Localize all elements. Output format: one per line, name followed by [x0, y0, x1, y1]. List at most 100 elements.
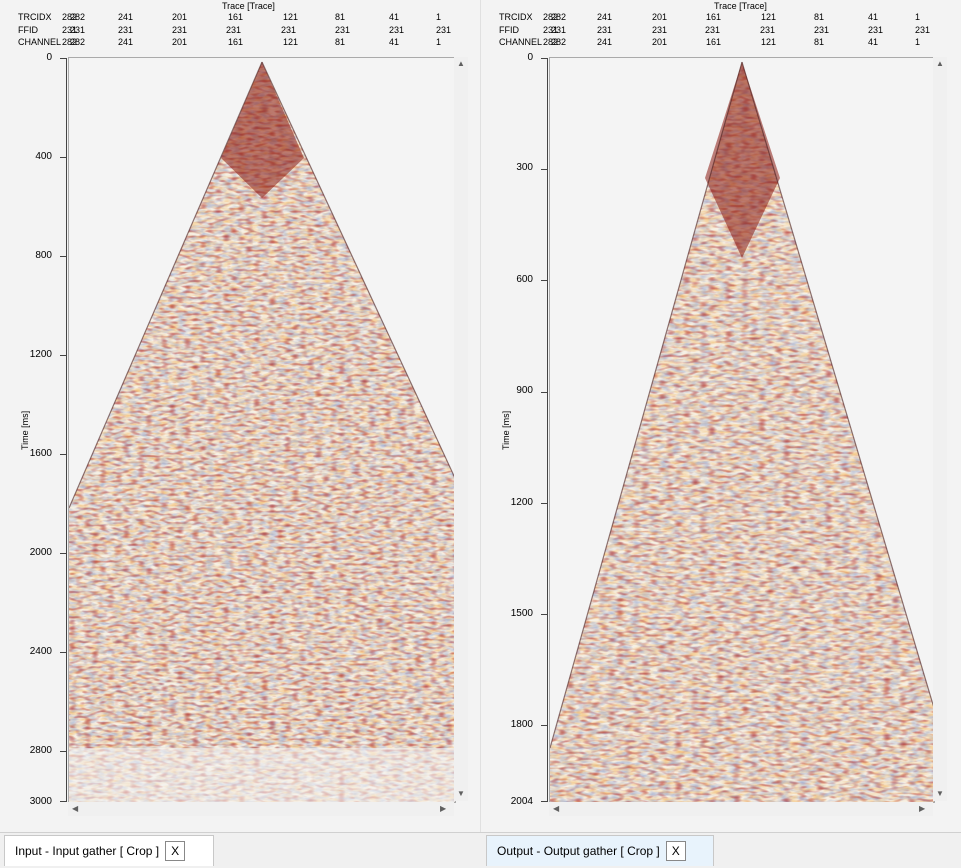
seismic-section-input[interactable] — [68, 57, 456, 803]
scroll-down-icon[interactable]: ▼ — [457, 789, 465, 798]
time-tick-label: 400 — [35, 151, 52, 162]
scroll-down-icon[interactable]: ▼ — [936, 789, 944, 798]
header-value: 41 — [868, 12, 879, 22]
horizontal-scrollbar[interactable]: ◀ ▶ — [68, 802, 454, 816]
tab-input-gather[interactable]: Input - Input gather [ Crop ] X — [4, 835, 214, 866]
header-label-trcidx: TRCIDX — [499, 12, 533, 22]
time-tick — [60, 256, 67, 257]
time-tick-label: 2000 — [29, 547, 52, 558]
horizontal-scrollbar[interactable]: ◀ ▶ — [549, 802, 933, 816]
header-value: 81 — [814, 12, 825, 22]
header-value: 41 — [389, 12, 400, 22]
header-value: 282 — [543, 12, 559, 22]
header-value: 161 — [228, 37, 244, 47]
time-tick-label: 2800 — [29, 745, 52, 756]
scroll-left-icon[interactable]: ◀ — [72, 804, 79, 813]
header-value: 231 — [226, 25, 242, 35]
time-tick — [60, 801, 67, 802]
time-tick-label: 600 — [516, 274, 533, 285]
seismic-section-output[interactable] — [549, 57, 935, 803]
close-icon[interactable]: X — [665, 841, 686, 861]
header-value: 231 — [389, 25, 405, 35]
header-value: 1 — [436, 12, 442, 22]
time-tick-label: 2004 — [510, 796, 533, 807]
header-value: 282 — [70, 12, 86, 22]
header-value: 282 — [62, 12, 78, 22]
time-tick — [541, 392, 548, 393]
time-tick — [60, 58, 67, 59]
header-value: 231 — [705, 25, 721, 35]
time-axis — [66, 58, 67, 802]
time-tick-label: 300 — [516, 162, 533, 173]
time-tick-label: 0 — [46, 52, 52, 63]
time-tick — [541, 58, 548, 59]
time-tick — [60, 157, 67, 158]
scroll-right-icon[interactable]: ▶ — [440, 804, 447, 813]
header-label-ffid: FFID — [18, 25, 38, 35]
header-value: 201 — [652, 12, 668, 22]
scroll-up-icon[interactable]: ▲ — [936, 59, 944, 68]
trace-axis-title: Trace [Trace] — [714, 1, 767, 11]
header-value: 161 — [706, 37, 722, 47]
header-value: 121 — [761, 37, 777, 47]
header-value: 231 — [814, 25, 830, 35]
time-tick-label: 1600 — [29, 448, 52, 459]
time-tick — [541, 725, 548, 726]
header-label-ffid: FFID — [499, 25, 519, 35]
header-value: 282 — [543, 37, 559, 47]
time-tick-label: 1800 — [510, 719, 533, 730]
header-value: 282 — [551, 37, 567, 47]
header-value: 81 — [335, 37, 346, 47]
time-axis-label: Time [ms] — [20, 410, 30, 450]
scroll-left-icon[interactable]: ◀ — [553, 804, 560, 813]
input-gather-panel: Trace [Trace] TRCIDX FFID CHANNEL 282 28… — [0, 0, 480, 832]
header-value: 201 — [172, 12, 188, 22]
header-value: 231 — [62, 25, 78, 35]
header-value: 231 — [652, 25, 668, 35]
header-value: 231 — [868, 25, 884, 35]
time-tick — [541, 614, 548, 615]
header-value: 81 — [814, 37, 825, 47]
header-value: 231 — [335, 25, 351, 35]
time-axis-label: Time [ms] — [501, 410, 511, 450]
header-label-trcidx: TRCIDX — [18, 12, 52, 22]
header-value: 241 — [118, 37, 134, 47]
time-tick — [541, 169, 548, 170]
header-label-channel: CHANNEL — [18, 37, 62, 47]
tab-label: Input - Input gather [ Crop ] — [15, 844, 160, 858]
header-value: 41 — [868, 37, 879, 47]
trace-axis-title: Trace [Trace] — [222, 1, 275, 11]
header-value: 81 — [335, 12, 346, 22]
vertical-scrollbar[interactable]: ▲ ▼ — [454, 57, 468, 801]
time-tick-label: 3000 — [29, 796, 52, 807]
time-tick — [541, 503, 548, 504]
header-value: 161 — [706, 12, 722, 22]
time-tick — [60, 751, 67, 752]
header-value: 121 — [283, 37, 299, 47]
seismic-image-input — [69, 61, 455, 802]
time-tick — [60, 652, 67, 653]
header-value: 161 — [228, 12, 244, 22]
time-tick — [60, 553, 67, 554]
header-value: 231 — [281, 25, 297, 35]
time-tick-label: 1200 — [510, 497, 533, 508]
close-icon[interactable]: X — [165, 841, 186, 861]
scroll-up-icon[interactable]: ▲ — [457, 59, 465, 68]
header-value: 41 — [389, 37, 400, 47]
header-value: 121 — [761, 12, 777, 22]
header-value: 121 — [283, 12, 299, 22]
time-tick-label: 2400 — [29, 646, 52, 657]
time-tick-label: 800 — [35, 250, 52, 261]
vertical-scrollbar[interactable]: ▲ ▼ — [933, 57, 947, 801]
header-value: 231 — [70, 25, 86, 35]
header-value: 231 — [436, 25, 452, 35]
header-value: 201 — [172, 37, 188, 47]
header-value: 1 — [915, 37, 921, 47]
time-tick-label: 1500 — [510, 608, 533, 619]
time-tick — [541, 801, 548, 802]
tab-output-gather[interactable]: Output - Output gather [ Crop ] X — [486, 835, 714, 866]
output-gather-panel: Trace [Trace] TRCIDX FFID CHANNEL 282 28… — [481, 0, 961, 832]
scroll-right-icon[interactable]: ▶ — [919, 804, 926, 813]
time-tick-label: 900 — [516, 385, 533, 396]
time-tick-label: 0 — [527, 52, 533, 63]
